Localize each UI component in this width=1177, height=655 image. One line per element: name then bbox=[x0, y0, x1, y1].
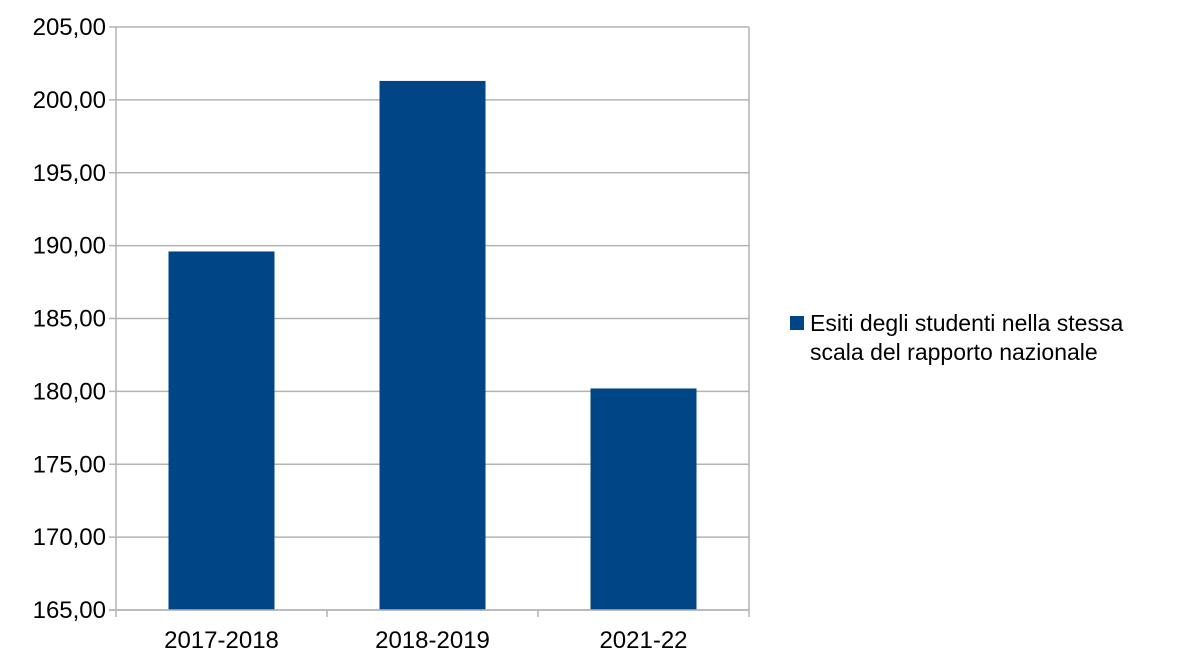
x-axis-tick-labels: 2017-2018 2018-2019 2021-22 bbox=[164, 627, 687, 654]
bar-2017-2018 bbox=[168, 251, 275, 610]
y-tick-label: 205,00 bbox=[33, 14, 106, 41]
y-tick-label: 190,00 bbox=[33, 233, 106, 260]
y-tick-label: 165,00 bbox=[33, 597, 106, 624]
axes bbox=[109, 26, 750, 617]
x-tick-label: 2017-2018 bbox=[164, 627, 279, 654]
y-tick-label: 175,00 bbox=[33, 451, 106, 478]
y-tick-label: 170,00 bbox=[33, 524, 106, 551]
y-tick-label: 195,00 bbox=[33, 160, 106, 187]
y-tick-label: 185,00 bbox=[33, 306, 106, 333]
legend-swatch bbox=[790, 316, 804, 330]
legend: Esiti degli studenti nella stessa scala … bbox=[790, 309, 1170, 367]
bar-2018-2019 bbox=[379, 80, 486, 611]
y-tick-label: 200,00 bbox=[33, 87, 106, 114]
bar-2021-22 bbox=[590, 388, 697, 610]
legend-label: Esiti degli studenti nella stessa scala … bbox=[810, 310, 1124, 365]
y-axis-tick-labels: 165,00 170,00 175,00 180,00 185,00 190,00 195,… bbox=[33, 14, 106, 624]
bars bbox=[168, 80, 697, 611]
x-tick-label: 2018-2019 bbox=[375, 627, 490, 654]
y-tick-label: 180,00 bbox=[33, 378, 106, 405]
x-tick-label: 2021-22 bbox=[599, 627, 687, 654]
